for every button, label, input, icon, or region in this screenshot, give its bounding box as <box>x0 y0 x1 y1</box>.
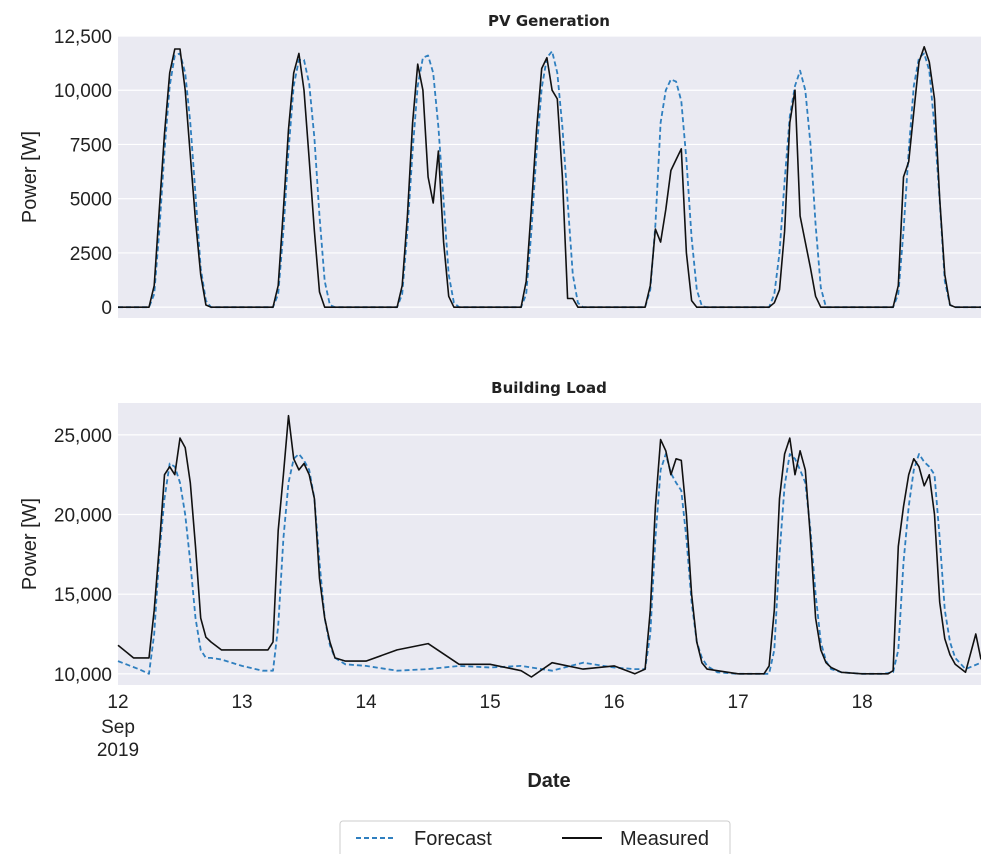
load-y-tick-label: 10,000 <box>54 665 112 686</box>
load-title: Building Load <box>491 379 607 397</box>
load-x-tick-label: 18 <box>852 692 873 713</box>
load-gridlines <box>118 434 981 675</box>
pv-y-tick-label: 7500 <box>70 135 112 156</box>
legend: Forecast Measured <box>339 820 731 854</box>
load-series-group <box>117 414 981 678</box>
pv-plot-area <box>118 36 981 318</box>
load-x-tick-label: 13 <box>231 692 252 713</box>
load-plot-area <box>118 403 981 685</box>
load-x-tick-label: 16 <box>604 692 625 713</box>
legend-box <box>339 820 731 854</box>
pv-y-tick-labels: 0 2500 5000 7500 10,000 12,500 <box>54 27 112 319</box>
load-series-measured <box>117 414 981 678</box>
pv-series-measured <box>118 45 981 309</box>
load-y-tick-labels: 10,000 15,000 20,000 25,000 <box>54 426 112 686</box>
load-y-tick-label: 20,000 <box>54 506 112 527</box>
load-x-tick-label: 17 <box>728 692 749 713</box>
legend-measured-label: Measured <box>620 828 709 850</box>
load-y-tick-label: 15,000 <box>54 585 112 606</box>
load-x-tick-label: 14 <box>355 692 377 713</box>
pv-y-axis-label: Power [W] <box>19 131 41 223</box>
pv-series-group <box>118 45 981 309</box>
load-x-tick-sublabel: 2019 <box>97 740 139 761</box>
pv-y-tick-label: 2500 <box>70 244 112 265</box>
load-y-tick-label: 25,000 <box>54 426 112 447</box>
pv-y-tick-label: 0 <box>101 298 112 319</box>
x-axis-label: Date <box>527 770 570 792</box>
load-x-tick-sublabel: Sep <box>101 717 135 738</box>
load-y-axis-label: Power [W] <box>19 498 41 590</box>
load-x-tick-label: 15 <box>480 692 501 713</box>
pv-title: PV Generation <box>488 12 610 30</box>
pv-y-tick-label: 12,500 <box>54 27 112 48</box>
load-x-tick-label: 12 <box>107 692 128 713</box>
pv-y-tick-label: 10,000 <box>54 81 112 102</box>
legend-forecast-label: Forecast <box>414 828 492 850</box>
pv-y-tick-label: 5000 <box>70 190 112 211</box>
